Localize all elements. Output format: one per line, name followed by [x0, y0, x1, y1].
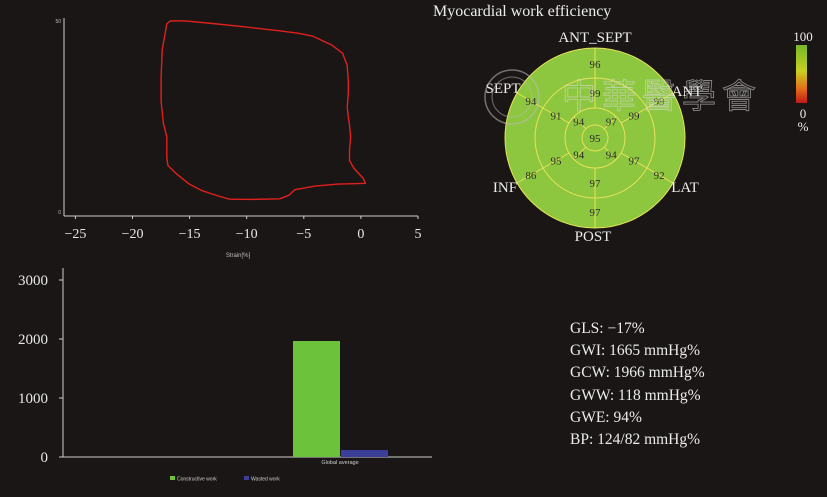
bullseye-outer-value: 92 — [654, 170, 665, 182]
pressure-strain-loop-chart: 0 50 −25 −20 −15 −10 −5 0 5 Strain[%] — [55, 18, 422, 259]
metric-gls: GLS: −17% — [570, 320, 645, 337]
loop-y-tick-label: 50 — [55, 19, 61, 25]
loop-x-tick-label: −10 — [236, 227, 258, 242]
legend-swatch-constructive — [170, 476, 175, 480]
bullseye-wall-label: ANT — [672, 84, 703, 100]
bar-y-tick-label: 0 — [41, 450, 49, 466]
loop-x-tick-label: 0 — [357, 227, 364, 242]
bullseye-ring-apex — [581, 124, 609, 152]
bar-legend: Constructive work Wasted work — [170, 476, 280, 483]
color-scale-min-label: 0 — [800, 106, 807, 121]
metric-gwi: GWI: 1665 mmHg% — [570, 342, 701, 360]
bullseye-inner-value: 94 — [573, 117, 585, 129]
bar-wasted-work — [341, 450, 388, 457]
watermark-seal-inner — [491, 76, 533, 118]
bullseye-outer-value: 96 — [590, 59, 602, 71]
color-scale-bar — [796, 45, 807, 103]
bullseye-outer-value: 86 — [525, 170, 537, 182]
bullseye-wall-label: ANT_SEPT — [558, 30, 631, 46]
loop-x-tick-label: −5 — [296, 227, 311, 242]
bullseye-inner-value: 94 — [573, 149, 585, 161]
bullseye-divider — [620, 152, 674, 184]
bullseye-outer-value: 97 — [590, 207, 602, 219]
bar-category-label: Global average — [321, 460, 358, 466]
bar-y-tick-label: 1000 — [18, 391, 48, 407]
legend-swatch-wasted — [244, 476, 249, 480]
bar-y-tick-label: 3000 — [18, 273, 48, 289]
loop-x-tick-label: −15 — [179, 227, 201, 242]
bar-y-tick-label: 2000 — [18, 332, 48, 348]
watermark: 中華醫學會 — [484, 69, 762, 125]
bullseye-divider — [516, 152, 570, 184]
loop-x-axis-label: Strain[%] — [226, 253, 251, 259]
color-scale-unit-label: % — [798, 119, 809, 134]
metric-bp: BP: 124/82 mmHg% — [570, 431, 701, 449]
bullseye-middle-value: 91 — [551, 111, 562, 123]
bullseye-middle-value: 97 — [590, 178, 602, 190]
bullseye-inner-value: 94 — [606, 149, 618, 161]
metric-gwe: GWE: 94% — [570, 408, 642, 426]
bullseye-wall-label: LAT — [671, 180, 699, 196]
bullseye-title: Myocardial work efficiency — [433, 3, 612, 20]
bullseye-divider — [620, 92, 674, 124]
bullseye-outer-value: 99 — [654, 96, 666, 108]
bullseye-divider — [573, 146, 587, 160]
color-scale-max-label: 100 — [793, 29, 813, 44]
bullseye-wall-label: SEPT — [485, 81, 520, 97]
metric-gww: GWW: 118 mmHg% — [570, 386, 701, 404]
myocardial-work-bar-chart: 0 1000 2000 3000 Global average Constructiv… — [18, 268, 432, 483]
legend-label-constructive: Constructive work — [177, 477, 217, 483]
bullseye-divider — [603, 146, 617, 160]
metric-gcw: GCW: 1966 mmHg% — [570, 364, 705, 382]
loop-x-tick-label: −25 — [64, 227, 86, 242]
bullseye-apex-value: 95 — [590, 133, 602, 145]
bullseye-wall-label: INF — [493, 180, 517, 196]
bullseye-wall-label: POST — [575, 229, 612, 245]
bullseye-divider — [516, 92, 570, 124]
bullseye-middle-value: 99 — [590, 88, 602, 100]
loop-y-tick-label: 0 — [58, 210, 61, 216]
metrics-panel: GLS: −17% GWI: 1665 mmHg% GCW: 1966 mmHg… — [570, 318, 705, 451]
legend-label-wasted: Wasted work — [251, 477, 280, 483]
loop-x-tick-label: −20 — [122, 227, 144, 242]
bullseye-inner-value: 97 — [606, 117, 618, 129]
watermark-seal — [484, 69, 540, 125]
bullseye-middle-value: 97 — [628, 156, 640, 168]
watermark-text: 中華醫學會 — [562, 78, 762, 116]
bullseye-middle-value: 99 — [628, 111, 640, 123]
bullseye-divider — [603, 116, 617, 130]
loop-x-tick-label: 5 — [415, 227, 422, 242]
color-scale: 100 0 % — [793, 29, 813, 134]
bullseye-divider — [573, 116, 587, 130]
bullseye-middle-value: 95 — [551, 156, 563, 168]
bar-constructive-work — [293, 341, 340, 457]
pressure-strain-loop-line — [160, 20, 367, 201]
